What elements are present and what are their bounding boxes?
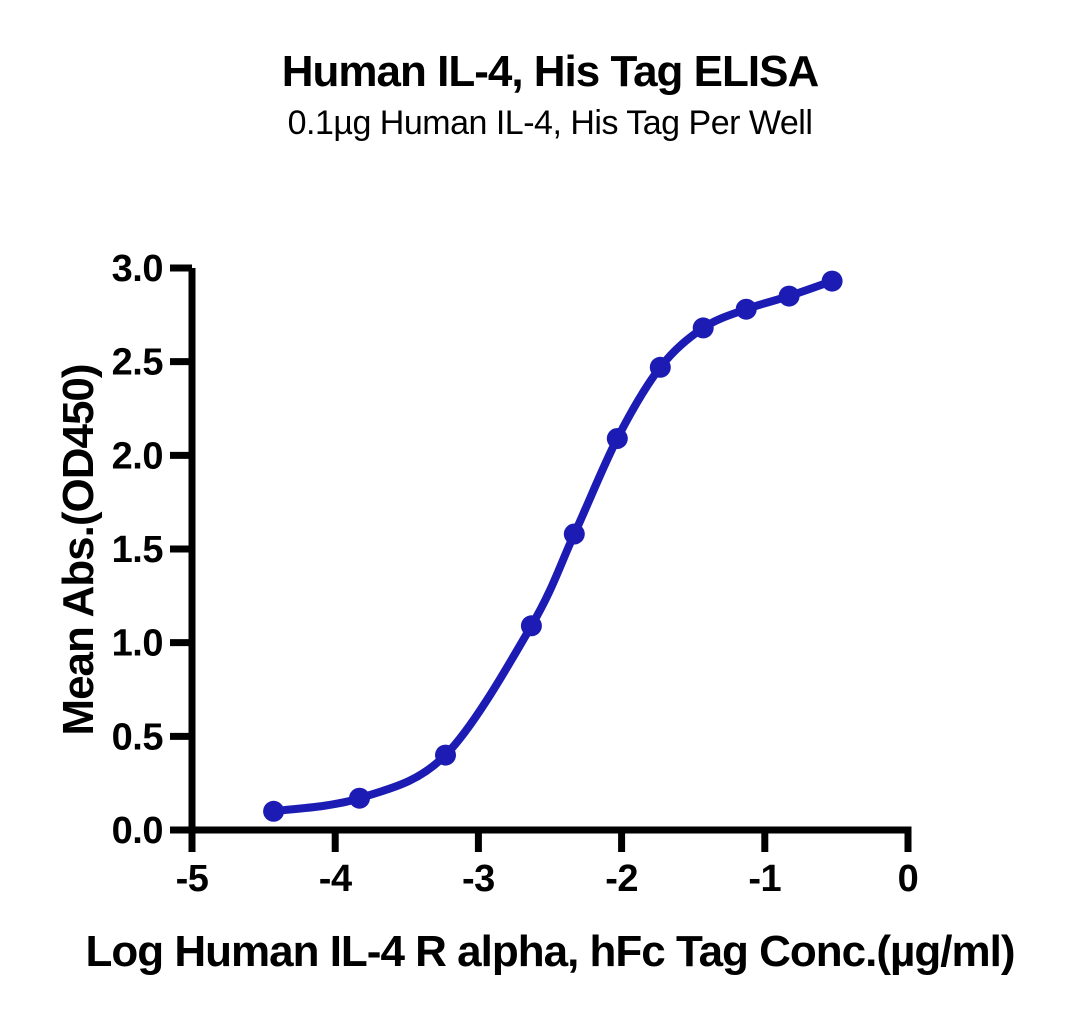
data-point: [606, 428, 628, 449]
x-tick-label: 0: [898, 858, 919, 900]
fit-curve: [269, 277, 837, 816]
data-point: [735, 298, 757, 320]
data-point: [435, 744, 456, 766]
data-point: [263, 800, 285, 822]
x-tick-label: -4: [319, 858, 352, 900]
y-tick-label: 3.0: [112, 248, 163, 290]
data-point: [349, 787, 370, 809]
data-point: [778, 285, 800, 307]
y-tick-label: 2.5: [112, 342, 164, 384]
x-tick-label: -3: [462, 858, 495, 900]
y-tick-label: 2.0: [112, 435, 163, 477]
y-tick-label: 0.0: [112, 810, 163, 852]
data-point: [821, 270, 843, 292]
chart-subtitle: 0.1µg Human IL-4, His Tag Per Well: [287, 104, 813, 142]
data-point: [563, 523, 585, 545]
y-tick-label: 1.0: [112, 623, 163, 665]
x-tick-label: -5: [176, 858, 209, 900]
x-tick-label: -2: [605, 858, 638, 900]
x-tick-label: -1: [748, 858, 781, 900]
chart-title: Human IL-4, His Tag ELISA: [281, 47, 819, 96]
y-tick-label: 0.5: [112, 716, 164, 758]
y-tick-label: 1.5: [112, 529, 164, 571]
data-point: [692, 317, 714, 339]
data-point: [520, 615, 542, 637]
y-axis-title: Mean Abs.(OD450): [54, 364, 103, 736]
x-axis-title: Log Human IL-4 R alpha, hFc Tag Conc.(µg…: [85, 927, 1016, 976]
data-point: [649, 356, 671, 378]
